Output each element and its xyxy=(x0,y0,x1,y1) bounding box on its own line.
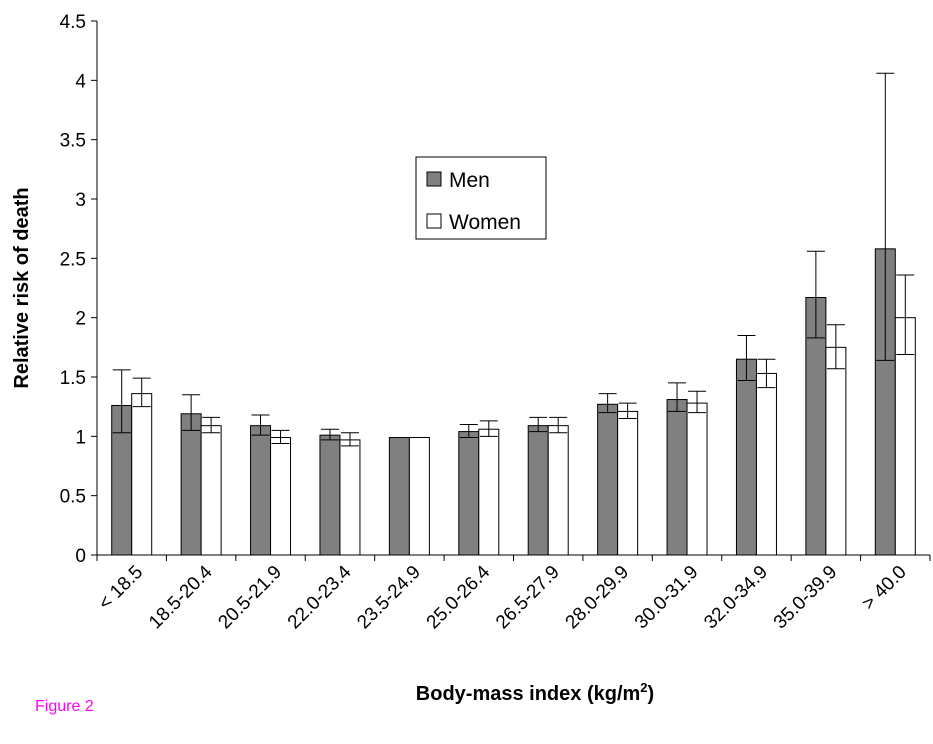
x-tick-label: 18.5-20.4 xyxy=(145,561,217,633)
error-bars xyxy=(112,72,915,447)
x-tick-label: 35.0-39.9 xyxy=(770,562,842,634)
bar-women xyxy=(270,437,292,556)
bar-women xyxy=(478,428,500,556)
x-axis-title-main: Body-mass index (kg/m xyxy=(416,683,641,705)
bar-men xyxy=(666,399,688,556)
x-tick-label: 32.0-34.9 xyxy=(700,562,772,634)
bar-men xyxy=(250,425,272,556)
y-tick-label: 3 xyxy=(75,190,86,211)
legend-label-women: Women xyxy=(449,211,521,234)
bar-men xyxy=(527,425,549,556)
y-axis-title: Relative risk of death xyxy=(11,187,33,388)
bars xyxy=(111,248,916,556)
x-tick-label: 22.0-23.4 xyxy=(284,561,356,633)
x-tick-label: 23.5-24.9 xyxy=(353,562,425,634)
y-tick-label: 4 xyxy=(75,71,86,92)
bar-women xyxy=(547,425,569,556)
x-axis: < 18.518.5-20.420.5-21.922.0-23.423.5-24… xyxy=(95,554,931,634)
bar-women xyxy=(617,410,639,556)
x-tick-label: > 40.0 xyxy=(858,562,911,615)
x-tick-label: 26.5-27.9 xyxy=(492,562,564,634)
legend: Men Women xyxy=(415,156,547,240)
legend-swatch-men xyxy=(426,171,442,187)
bar-men xyxy=(735,358,757,556)
legend-label-men: Men xyxy=(449,169,490,192)
x-tick-label: 25.0-26.4 xyxy=(423,561,495,633)
bar-women xyxy=(825,346,847,556)
bar-men xyxy=(388,437,410,556)
bar-women xyxy=(408,437,430,556)
y-tick-label: 1.5 xyxy=(60,368,86,389)
bar-women xyxy=(339,439,361,556)
bar-women xyxy=(200,425,222,556)
y-tick-label: 3.5 xyxy=(60,131,86,152)
bar-women xyxy=(755,372,777,556)
bar-men xyxy=(458,431,480,556)
bar-men xyxy=(597,403,619,556)
figure-label: Figure 2 xyxy=(35,698,94,715)
x-axis-title-superscript: 2 xyxy=(640,680,647,695)
y-tick-label: 4.5 xyxy=(60,12,86,33)
x-tick-label: 28.0-29.9 xyxy=(562,562,634,634)
bar-men xyxy=(180,413,202,556)
y-axis: 0 0.5 1 1.5 2 2.5 3 3.5 4 4.5 xyxy=(60,12,98,567)
bar-men xyxy=(319,434,341,556)
bar-women xyxy=(686,402,708,556)
legend-swatch-women xyxy=(426,213,442,229)
y-tick-label: 0.5 xyxy=(60,487,86,508)
y-tick-label: 1 xyxy=(75,427,86,448)
x-axis-title: Body-mass index (kg/m2) xyxy=(416,680,654,705)
x-tick-label: < 18.5 xyxy=(95,562,148,615)
bar-women xyxy=(131,393,153,556)
x-axis-title-close: ) xyxy=(648,683,655,705)
y-tick-label: 0 xyxy=(75,546,86,567)
x-tick-label: 20.5-21.9 xyxy=(214,562,286,634)
x-tick-label: 30.0-31.9 xyxy=(631,562,703,634)
y-tick-label: 2.5 xyxy=(60,249,86,270)
y-tick-label: 2 xyxy=(75,309,86,330)
